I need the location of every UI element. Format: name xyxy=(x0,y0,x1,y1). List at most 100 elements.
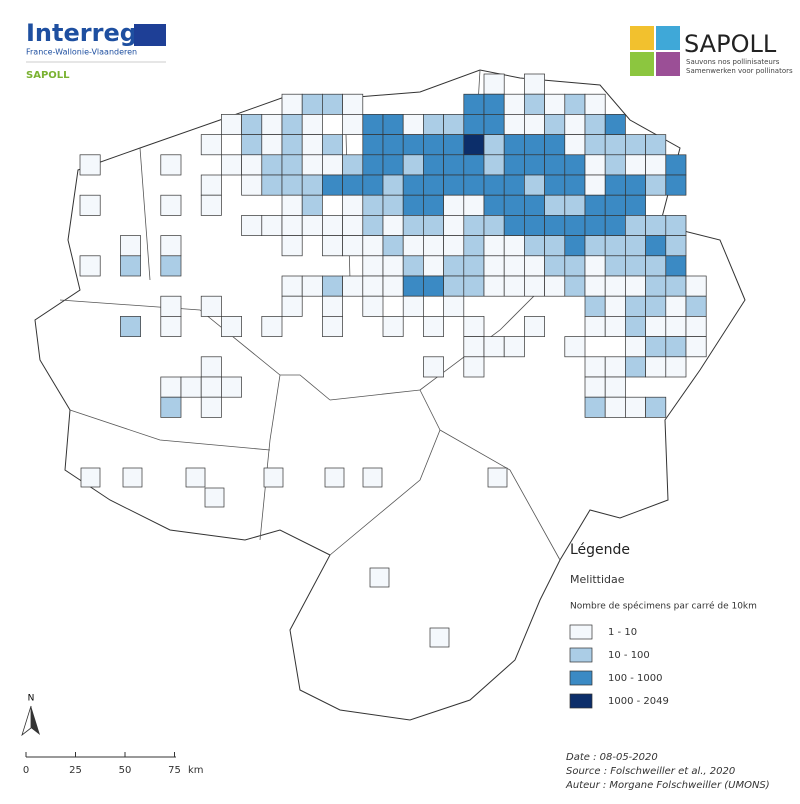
grid-cell xyxy=(281,93,303,115)
grid-cell xyxy=(322,316,343,337)
grid-cell xyxy=(604,396,626,418)
credit-line: Auteur : Morgane Folschweiller (UMONS) xyxy=(565,780,770,791)
grid-cell xyxy=(362,255,384,277)
grid-cell xyxy=(160,396,182,418)
grid-cell xyxy=(665,215,687,236)
grid-cell xyxy=(524,235,545,257)
grid-cell xyxy=(443,235,465,257)
grid-cell xyxy=(301,154,323,176)
legend-swatch xyxy=(569,693,593,709)
scale-bar: 0 25 50 75 km xyxy=(23,752,204,776)
grid-cell xyxy=(604,235,626,257)
grid-cell xyxy=(301,93,323,115)
grid-cell xyxy=(685,336,707,358)
credit-line: Date : 08-05-2020 xyxy=(566,752,658,763)
grid-cell xyxy=(564,275,586,297)
grid-cell xyxy=(564,235,586,257)
grid-cell xyxy=(584,295,606,317)
grid-cell xyxy=(160,235,182,257)
scale-label: 0 xyxy=(23,765,29,776)
grid-cell xyxy=(463,316,485,337)
grid-cell xyxy=(463,336,485,358)
north-arrow: N xyxy=(21,694,40,737)
grid-cell xyxy=(261,174,283,196)
grid-cell xyxy=(645,316,667,337)
grid-cell xyxy=(503,275,525,297)
grid-cell xyxy=(665,336,687,358)
grid-cell xyxy=(160,154,182,176)
grid-cell xyxy=(584,376,606,398)
grid-cell xyxy=(362,134,384,156)
logo-fr: Sauvons nos pollinisateurs xyxy=(686,58,780,66)
grid-cell xyxy=(200,356,222,378)
scale-label: 25 xyxy=(69,765,82,776)
grid-cell xyxy=(604,194,626,216)
grid-cell xyxy=(483,194,505,216)
grid-cell xyxy=(423,194,444,216)
grid-cell xyxy=(645,235,667,257)
grid-cell xyxy=(160,376,182,398)
legend-swatch xyxy=(569,647,593,663)
grid-cell xyxy=(503,235,525,257)
grid-cell xyxy=(322,93,343,115)
grid-cell xyxy=(423,235,444,257)
grid-cell xyxy=(483,134,505,156)
grid-cell xyxy=(281,275,303,297)
north-label: N xyxy=(28,694,35,704)
grid-cell xyxy=(483,93,505,115)
grid-cell xyxy=(645,255,667,277)
grid-cell xyxy=(443,154,465,176)
legend-title: Légende xyxy=(570,542,630,558)
grid-cell xyxy=(362,114,384,135)
grid-cell xyxy=(645,295,667,317)
legend-swatch xyxy=(569,670,593,686)
grid-cell xyxy=(483,336,505,358)
grid-cell xyxy=(362,154,384,176)
grid-cell xyxy=(524,154,545,176)
map xyxy=(34,69,746,721)
grid-cell xyxy=(261,134,283,156)
grid-cell xyxy=(483,174,505,196)
grid-cell xyxy=(443,215,465,236)
grid-cell xyxy=(625,194,646,216)
grid-cell xyxy=(322,295,343,317)
grid-cell xyxy=(665,295,687,317)
arrow xyxy=(31,706,40,735)
grid-cell xyxy=(281,174,303,196)
credits: Date : 08-05-2020 Source : Folschweiller… xyxy=(565,752,770,791)
grid-cell xyxy=(200,174,222,196)
grid-cell xyxy=(564,194,586,216)
grid-cell xyxy=(524,316,545,337)
grid-cell xyxy=(443,194,465,216)
grid-cell xyxy=(281,154,303,176)
grid-cell xyxy=(544,275,566,297)
grid-cell xyxy=(625,235,646,257)
grid-cell xyxy=(79,255,101,277)
grid-cell xyxy=(564,93,586,115)
grid-cell xyxy=(342,235,364,257)
grid-cell xyxy=(524,255,545,277)
grid-cell xyxy=(301,215,323,236)
grid-cell xyxy=(342,93,364,115)
scale-unit: km xyxy=(188,765,204,776)
grid-cell xyxy=(322,154,343,176)
grid-cell xyxy=(200,295,222,317)
grid-cell xyxy=(402,134,424,156)
grid-cell xyxy=(625,215,646,236)
grid-cell xyxy=(584,134,606,156)
grid-cell xyxy=(402,295,424,317)
grid-cell xyxy=(463,93,485,115)
grid-cell xyxy=(524,215,545,236)
grid-cell xyxy=(544,255,566,277)
grid-cell xyxy=(382,316,404,337)
grid-cell xyxy=(402,215,424,236)
grid-cell xyxy=(382,154,404,176)
grid-cell xyxy=(241,174,263,196)
grid-cell xyxy=(261,154,283,176)
grid-cell xyxy=(503,93,525,115)
grid-cell xyxy=(342,154,364,176)
grid-cell xyxy=(645,215,667,236)
grid-cell xyxy=(604,134,626,156)
grid-cell xyxy=(200,376,222,398)
project: SAPOLL xyxy=(26,70,70,81)
